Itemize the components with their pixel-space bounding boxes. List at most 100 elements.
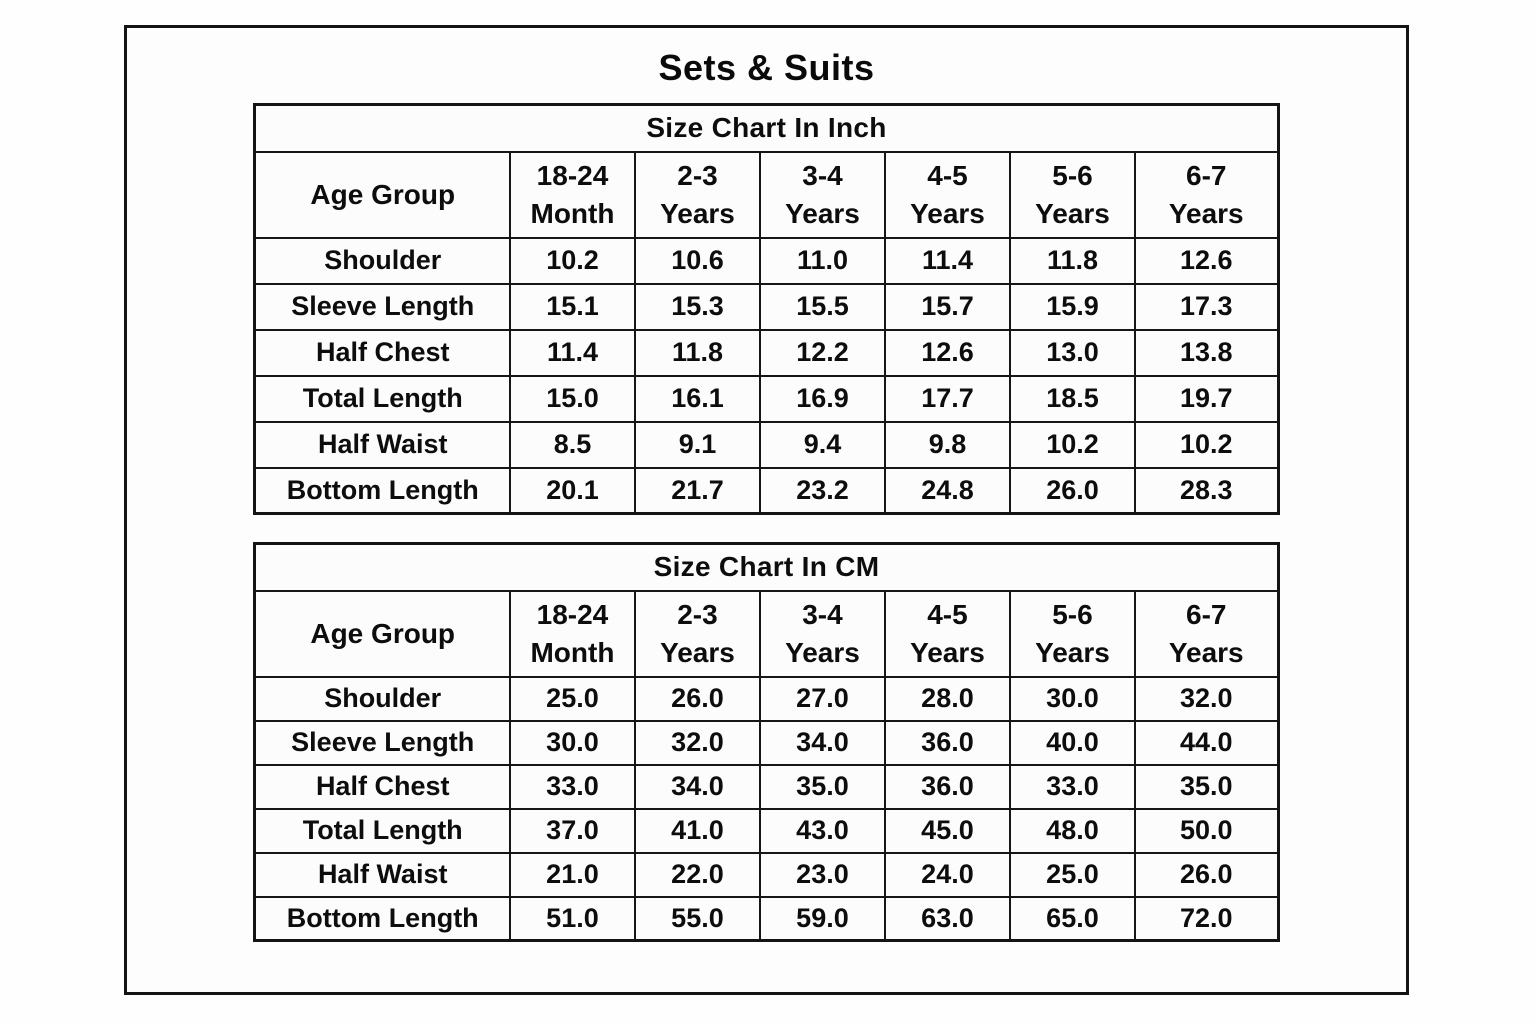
table-cell: 16.9 xyxy=(758,374,886,423)
table-row-bottom-length: Bottom Length 51.0 55.0 59.0 63.0 65.0 7… xyxy=(253,895,1280,942)
table-cell: 15.3 xyxy=(633,282,761,331)
column-header-6-7-years: 6-7 Years xyxy=(1133,589,1280,678)
table-cell: 33.0 xyxy=(1008,763,1136,810)
table-title-inch: Size Chart In Inch xyxy=(253,103,1280,153)
row-label: Bottom Length xyxy=(253,466,511,515)
table-cell: 26.0 xyxy=(633,675,761,722)
column-header-4-5-years: 4-5 Years xyxy=(883,589,1011,678)
column-header-row: Age Group 18-24 Month 2-3 Years 3-4 Year… xyxy=(253,150,1280,239)
table-row-shoulder: Shoulder 10.2 10.6 11.0 11.4 11.8 12.6 xyxy=(253,236,1280,285)
row-label: Sleeve Length xyxy=(253,282,511,331)
row-label: Half Waist xyxy=(253,851,511,898)
table-cell: 24.8 xyxy=(883,466,1011,515)
column-header-4-5-years: 4-5 Years xyxy=(883,150,1011,239)
table-row-bottom-length: Bottom Length 20.1 21.7 23.2 24.8 26.0 2… xyxy=(253,466,1280,515)
table-cell: 11.0 xyxy=(758,236,886,285)
table-cell: 9.8 xyxy=(883,420,1011,469)
table-cell: 9.4 xyxy=(758,420,886,469)
table-cell: 40.0 xyxy=(1008,719,1136,766)
table-cell: 26.0 xyxy=(1133,851,1280,898)
table-cell: 23.2 xyxy=(758,466,886,515)
table-cell: 17.3 xyxy=(1133,282,1280,331)
table-cell: 15.0 xyxy=(508,374,636,423)
table-cell: 21.0 xyxy=(508,851,636,898)
table-cell: 36.0 xyxy=(883,719,1011,766)
table-cell: 30.0 xyxy=(508,719,636,766)
table-cell: 15.7 xyxy=(883,282,1011,331)
table-cell: 36.0 xyxy=(883,763,1011,810)
table-cell: 15.5 xyxy=(758,282,886,331)
table-cell: 24.0 xyxy=(883,851,1011,898)
table-cell: 16.1 xyxy=(633,374,761,423)
table-cell: 72.0 xyxy=(1133,895,1280,942)
table-cell: 25.0 xyxy=(1008,851,1136,898)
table-cell: 11.4 xyxy=(883,236,1011,285)
column-header-5-6-years: 5-6 Years xyxy=(1008,589,1136,678)
row-label: Sleeve Length xyxy=(253,719,511,766)
table-cell: 13.0 xyxy=(1008,328,1136,377)
size-chart-inch-table: Size Chart In Inch Age Group 18-24 Month… xyxy=(253,103,1280,515)
table-cell: 21.7 xyxy=(633,466,761,515)
column-header-2-3-years: 2-3 Years xyxy=(633,589,761,678)
table-cell: 51.0 xyxy=(508,895,636,942)
table-row-half-waist: Half Waist 21.0 22.0 23.0 24.0 25.0 26.0 xyxy=(253,851,1280,898)
table-cell: 12.2 xyxy=(758,328,886,377)
table-cell: 34.0 xyxy=(633,763,761,810)
table-cell: 10.2 xyxy=(1133,420,1280,469)
table-cell: 8.5 xyxy=(508,420,636,469)
table-cell: 34.0 xyxy=(758,719,886,766)
table-cell: 30.0 xyxy=(1008,675,1136,722)
table-cell: 35.0 xyxy=(1133,763,1280,810)
table-cell: 28.3 xyxy=(1133,466,1280,515)
table-cell: 44.0 xyxy=(1133,719,1280,766)
table-cell: 63.0 xyxy=(883,895,1011,942)
table-cell: 23.0 xyxy=(758,851,886,898)
table-cell: 32.0 xyxy=(1133,675,1280,722)
row-label: Bottom Length xyxy=(253,895,511,942)
table-row-half-waist: Half Waist 8.5 9.1 9.4 9.8 10.2 10.2 xyxy=(253,420,1280,469)
column-header-row: Age Group 18-24 Month 2-3 Years 3-4 Year… xyxy=(253,589,1280,678)
table-cell: 45.0 xyxy=(883,807,1011,854)
column-header-18-24-month: 18-24 Month xyxy=(508,150,636,239)
table-cell: 11.4 xyxy=(508,328,636,377)
column-header-6-7-years: 6-7 Years xyxy=(1133,150,1280,239)
table-cell: 10.2 xyxy=(1008,420,1136,469)
table-cell: 65.0 xyxy=(1008,895,1136,942)
column-header-age-group: Age Group xyxy=(253,150,511,239)
page-title: Sets & Suits xyxy=(658,47,875,88)
row-label: Half Waist xyxy=(253,420,511,469)
table-cell: 27.0 xyxy=(758,675,886,722)
row-label: Total Length xyxy=(253,374,511,423)
table-cell: 9.1 xyxy=(633,420,761,469)
column-header-18-24-month: 18-24 Month xyxy=(508,589,636,678)
table-cell: 19.7 xyxy=(1133,374,1280,423)
table-cell: 10.6 xyxy=(633,236,761,285)
table-cell: 11.8 xyxy=(633,328,761,377)
table-title-row: Size Chart In CM xyxy=(253,542,1280,592)
column-header-2-3-years: 2-3 Years xyxy=(633,150,761,239)
size-chart-card: Sets & Suits Size Chart In Inch Age Grou… xyxy=(124,25,1409,995)
column-header-3-4-years: 3-4 Years xyxy=(758,589,886,678)
table-cell: 22.0 xyxy=(633,851,761,898)
table-cell: 50.0 xyxy=(1133,807,1280,854)
table-cell: 15.1 xyxy=(508,282,636,331)
table-cell: 25.0 xyxy=(508,675,636,722)
table-row-sleeve-length: Sleeve Length 15.1 15.3 15.5 15.7 15.9 1… xyxy=(253,282,1280,331)
table-cell: 11.8 xyxy=(1008,236,1136,285)
table-cell: 12.6 xyxy=(1133,236,1280,285)
table-row-sleeve-length: Sleeve Length 30.0 32.0 34.0 36.0 40.0 4… xyxy=(253,719,1280,766)
table-cell: 48.0 xyxy=(1008,807,1136,854)
table-title-row: Size Chart In Inch xyxy=(253,103,1280,153)
row-label: Shoulder xyxy=(253,236,511,285)
table-row-total-length: Total Length 37.0 41.0 43.0 45.0 48.0 50… xyxy=(253,807,1280,854)
table-cell: 18.5 xyxy=(1008,374,1136,423)
table-row-total-length: Total Length 15.0 16.1 16.9 17.7 18.5 19… xyxy=(253,374,1280,423)
table-title-cm: Size Chart In CM xyxy=(253,542,1280,592)
column-header-3-4-years: 3-4 Years xyxy=(758,150,886,239)
table-cell: 20.1 xyxy=(508,466,636,515)
column-header-5-6-years: 5-6 Years xyxy=(1008,150,1136,239)
table-cell: 32.0 xyxy=(633,719,761,766)
row-label: Total Length xyxy=(253,807,511,854)
table-row-half-chest: Half Chest 33.0 34.0 35.0 36.0 33.0 35.0 xyxy=(253,763,1280,810)
column-header-age-group: Age Group xyxy=(253,589,511,678)
